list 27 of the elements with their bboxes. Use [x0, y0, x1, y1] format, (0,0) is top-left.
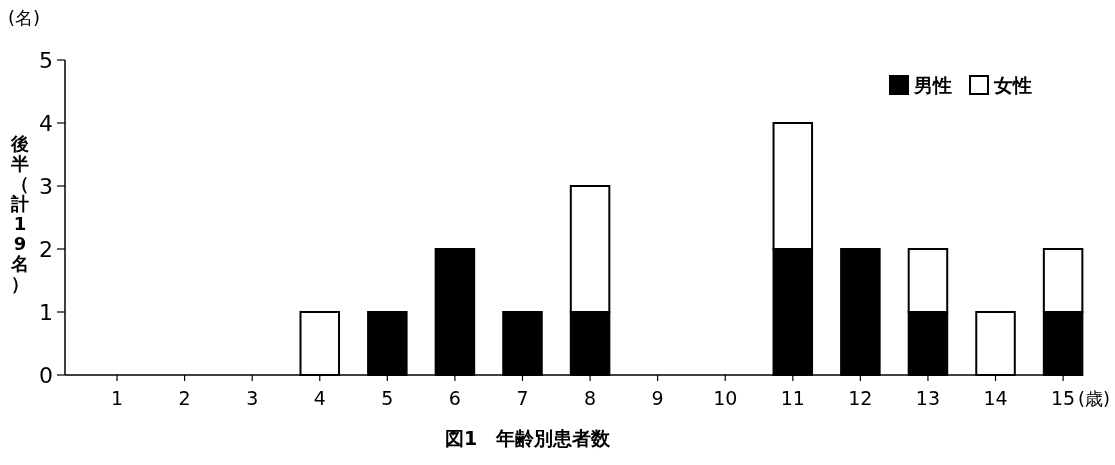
y-tick-label: 3: [39, 174, 53, 199]
y-tick-label: 5: [39, 48, 53, 73]
x-tick-label: 9: [651, 387, 664, 409]
text: (名): [8, 7, 41, 28]
text: (歳): [1077, 388, 1110, 409]
x-tick-label: 3: [246, 387, 259, 409]
y-tick-label: 1: [39, 300, 53, 325]
y-axis-title: 後半（計19名）: [10, 133, 29, 294]
legend-label: 女性: [993, 74, 1032, 96]
x-tick-label: 5: [381, 387, 394, 409]
x-tick-label: 6: [448, 387, 461, 409]
x-tick-label: 13: [915, 387, 941, 409]
y-tick-label: 2: [39, 237, 53, 262]
legend-label: 男性: [913, 74, 952, 96]
x-tick-label: 14: [983, 387, 1008, 409]
x-tick-label: 12: [848, 387, 873, 409]
x-tick-label: 10: [713, 387, 738, 409]
x-tick-label: 2: [178, 387, 191, 409]
text: 図1 年齢別患者数: [444, 427, 612, 449]
y-tick-label: 4: [39, 111, 53, 136]
x-tick-label: 11: [780, 387, 805, 409]
y-tick-label: 0: [39, 363, 53, 388]
x-tick-label: 4: [313, 387, 326, 409]
x-tick-label: 8: [584, 387, 597, 409]
x-tick-label: 15: [1051, 387, 1076, 409]
x-tick-label: 1: [110, 387, 124, 409]
x-tick-label: 7: [516, 387, 529, 409]
